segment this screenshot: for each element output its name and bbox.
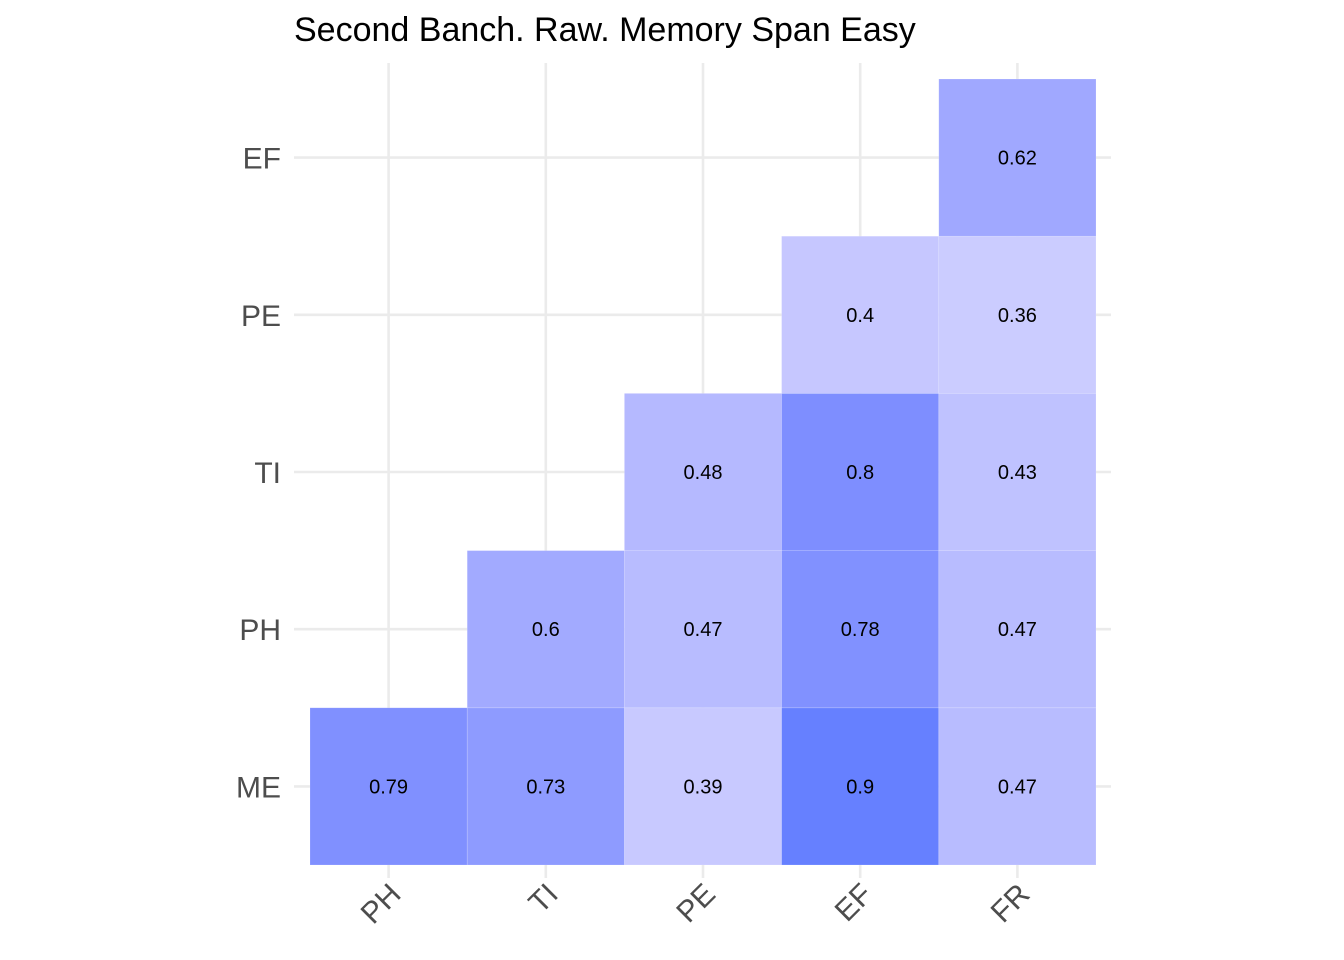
chart-title: Second Banch. Raw. Memory Span Easy xyxy=(294,11,916,49)
x-tick-label-ti: TI xyxy=(523,878,565,920)
cell-label-pe-ph: 0.47 xyxy=(684,619,723,641)
x-tick-label-fr: FR xyxy=(985,878,1037,930)
heatmap-cell-ti-ph xyxy=(466,550,625,709)
cell-label-pe-me: 0.39 xyxy=(684,776,723,798)
cell-label-ef-ti: 0.8 xyxy=(846,462,874,484)
heatmap-cell-fr-ti xyxy=(938,393,1097,551)
y-axis-ticks: ME PH TI PE EF xyxy=(236,143,281,805)
x-axis-ticks: PH TI PE EF FR xyxy=(355,878,1037,931)
heatmap-cell-fr-ph xyxy=(938,550,1097,709)
heatmap-cell-ef-ph xyxy=(781,550,940,709)
cell-label-fr-ph: 0.47 xyxy=(998,619,1037,641)
heatmap-cell-fr-me xyxy=(938,707,1097,866)
x-tick-label-ef: EF xyxy=(829,878,879,928)
heatmap-cell-ph-me xyxy=(309,707,468,866)
heatmap-cell-ef-me xyxy=(781,707,940,866)
heatmap-cell-ef-pe xyxy=(781,235,940,394)
heatmap-cell-ti-me xyxy=(466,707,625,866)
x-tick-label-pe: PE xyxy=(670,878,722,930)
y-tick-label-me: ME xyxy=(236,771,281,804)
cell-label-ti-me: 0.73 xyxy=(526,776,565,798)
cell-label-ef-pe: 0.4 xyxy=(846,305,874,327)
cell-label-ti-ph: 0.6 xyxy=(532,619,560,641)
heatmap-cells xyxy=(309,78,1097,866)
y-tick-label-ti: TI xyxy=(254,457,281,490)
heatmap-cell-pe-me xyxy=(624,707,782,866)
cell-labels: 0.79 0.73 0.39 0.9 0.47 0.6 0.47 0.78 0.47 0.48 0.… xyxy=(369,148,1037,799)
cell-label-pe-ti: 0.48 xyxy=(684,462,723,484)
cell-label-fr-ef: 0.62 xyxy=(998,148,1037,170)
cell-label-fr-pe: 0.36 xyxy=(998,305,1037,327)
cell-label-fr-ti: 0.43 xyxy=(998,462,1037,484)
cell-label-fr-me: 0.47 xyxy=(998,776,1037,798)
y-tick-label-ef: EF xyxy=(243,143,281,176)
heatmap-cell-pe-ti xyxy=(624,393,782,551)
heatmap-cell-ef-ti xyxy=(781,393,940,551)
cell-label-ef-me: 0.9 xyxy=(846,776,874,798)
x-tick-label-ph: PH xyxy=(355,878,408,931)
heatmap-cell-fr-ef xyxy=(938,78,1097,237)
cell-label-ef-ph: 0.78 xyxy=(841,619,880,641)
cell-label-ph-me: 0.79 xyxy=(369,776,408,798)
y-tick-label-ph: PH xyxy=(239,614,281,647)
y-tick-label-pe: PE xyxy=(241,300,281,333)
heatmap-cell-pe-ph xyxy=(624,550,782,709)
